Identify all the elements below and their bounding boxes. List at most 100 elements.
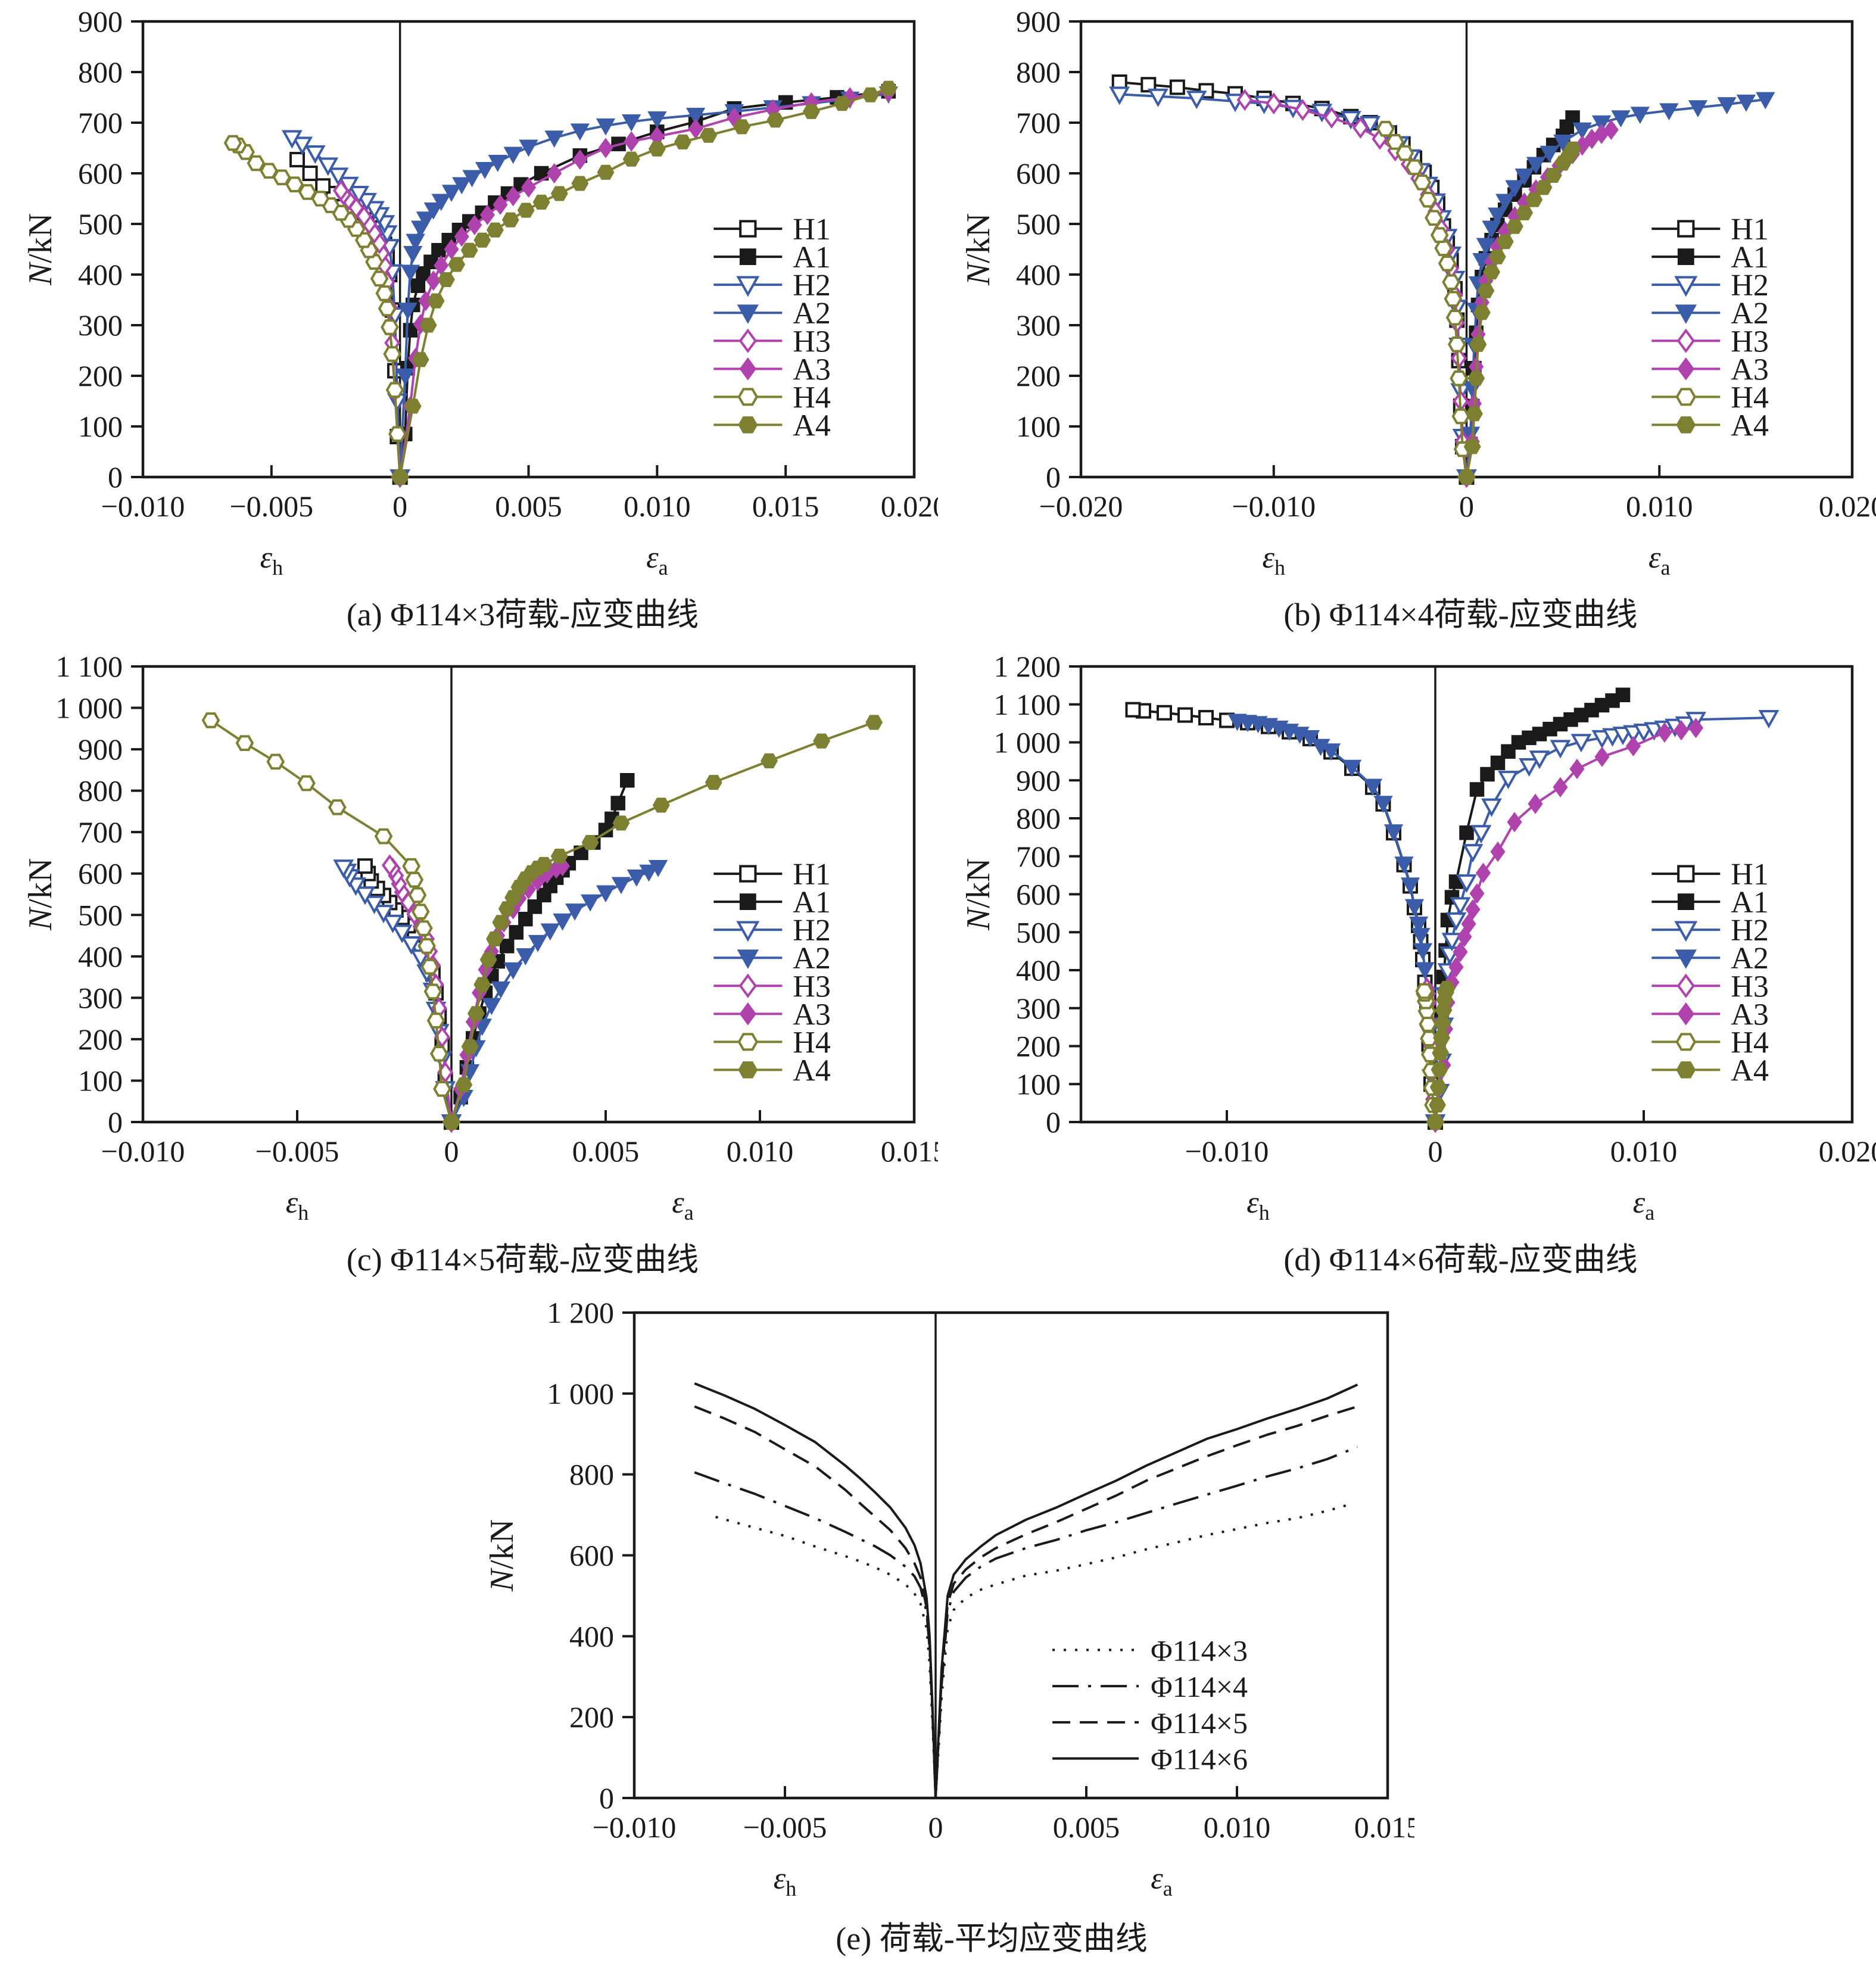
hexagon-open-marker: [1434, 240, 1453, 257]
hexagon-open-marker: [365, 254, 384, 270]
diamond-open-marker: [381, 854, 398, 877]
triangle-filled-marker: [1675, 949, 1697, 969]
y-tick-label: 600: [569, 1539, 614, 1572]
hexagon-filled-marker: [1429, 1079, 1447, 1095]
x-tick-label: 0.015: [1354, 1811, 1414, 1844]
triangle-open-marker: [401, 936, 422, 955]
triangle-open-marker: [364, 895, 385, 914]
square-open-marker: [739, 220, 757, 238]
triangle-filled-marker: [519, 139, 538, 157]
triangle-open-marker: [1148, 88, 1168, 107]
hexagon-open-marker: [388, 426, 407, 443]
triangle-filled-marker: [1373, 796, 1393, 814]
legend-label: A3: [793, 353, 831, 387]
triangle-filled-marker: [452, 177, 472, 195]
hexagon-open-marker: [1415, 983, 1434, 999]
square-filled-marker: [1565, 110, 1580, 125]
triangle-open-marker: [1311, 104, 1333, 123]
diamond-filled-marker: [506, 186, 521, 207]
square-filled-marker: [610, 796, 625, 811]
legend-label: A2: [1731, 942, 1769, 976]
y-tick-label: 1 000: [994, 726, 1061, 759]
triangle-filled-marker: [540, 923, 560, 941]
hexagon-filled-marker: [1477, 283, 1495, 298]
y-tick-label: 0: [1046, 460, 1061, 494]
triangle-open-marker: [1109, 86, 1130, 105]
legend-label: A2: [793, 297, 831, 331]
hexagon-filled-marker: [674, 134, 691, 149]
hexagon-filled-marker: [460, 242, 478, 258]
triangle-filled-marker: [400, 264, 420, 282]
diamond-filled-marker: [1677, 357, 1695, 381]
triangle-filled-marker: [403, 246, 423, 263]
hexagon-filled-marker: [550, 186, 568, 201]
x-tick-label: 0.015: [752, 490, 819, 523]
triangle-filled-marker: [596, 118, 616, 136]
hexagon-open-marker: [385, 382, 404, 398]
triangle-open-marker: [333, 859, 354, 878]
series-H4: [1376, 120, 1476, 485]
hexagon-filled-marker: [597, 164, 615, 180]
y-tick-label: 100: [78, 410, 123, 443]
triangle-filled-marker: [395, 368, 415, 386]
diamond-filled-marker: [1490, 842, 1506, 862]
y-tick-label: 900: [78, 733, 123, 766]
y-tick-label: 600: [1016, 878, 1061, 911]
triangle-open-marker: [328, 167, 349, 186]
hexagon-filled-marker: [766, 113, 784, 128]
hexagon-filled-marker: [612, 815, 630, 831]
y-tick-label: 400: [1016, 954, 1061, 987]
triangle-filled-marker: [1408, 917, 1429, 934]
hexagon-filled-marker: [1473, 305, 1491, 320]
triangle-filled-marker: [737, 949, 759, 969]
y-tick-label: 300: [78, 309, 123, 342]
hexagon-filled-marker: [833, 96, 851, 111]
diamond-filled-marker: [1448, 956, 1464, 978]
legend-label: Φ114×5: [1151, 1706, 1248, 1740]
triangle-open-marker: [1445, 912, 1467, 931]
x-tick-label: −0.010: [593, 1811, 677, 1844]
hexagon-filled-marker: [1564, 141, 1582, 157]
legend-label: H4: [1731, 1026, 1769, 1060]
legend-label: H3: [1731, 325, 1769, 359]
hexagon-filled-marker: [501, 212, 519, 228]
triangle-open-marker: [1470, 825, 1492, 844]
hexagon-open-marker: [375, 285, 394, 301]
hexagon-filled-marker: [738, 416, 758, 434]
hexagon-open-marker: [1405, 159, 1424, 176]
x-axis-label-axial-strain: εa: [1151, 1862, 1173, 1900]
legend-label: H3: [1731, 970, 1769, 1004]
triangle-filled-marker: [1482, 220, 1501, 238]
diamond-filled-marker: [454, 226, 469, 247]
chart-d-caption: (d) Φ114×6荷载-应变曲线: [1283, 1242, 1638, 1278]
triangle-filled-marker: [423, 202, 443, 220]
hexagon-filled-marker: [404, 398, 422, 414]
diamond-filled-marker: [479, 204, 495, 225]
triangle-open-marker: [1462, 844, 1484, 863]
x-tick-label: 0.015: [881, 1135, 938, 1168]
y-tick-label: 600: [78, 157, 123, 190]
triangle-filled-marker: [627, 870, 646, 887]
x-tick-label: −0.010: [101, 1135, 185, 1168]
triangle-open-marker: [1450, 897, 1471, 916]
triangle-open-marker: [317, 157, 339, 176]
hexagon-open-marker: [411, 903, 430, 920]
hexagon-filled-marker: [802, 104, 820, 119]
x-tick-label: 0.020: [881, 490, 938, 523]
triangle-filled-marker: [639, 864, 659, 882]
hexagon-open-marker: [1419, 191, 1438, 208]
y-tick-label: 200: [78, 1023, 123, 1056]
triangle-filled-marker: [462, 170, 482, 188]
triangle-filled-marker: [570, 123, 590, 141]
series-H1: [1125, 702, 1443, 1130]
x-axis-ticks: −0.010 −0.005 0 0.005 0.010 0.015: [593, 1786, 1414, 1844]
y-axis-ticks: 0 100 200 300 400 500 600 700 800 900 1 000 1 100 1 …: [994, 650, 1081, 1139]
axes: [141, 665, 916, 1124]
square-open-marker: [1140, 77, 1157, 93]
y-tick-label: 100: [78, 1064, 123, 1098]
x-tick-label: 0.005: [572, 1135, 640, 1168]
hexagon-filled-marker: [648, 141, 666, 157]
diamond-filled-marker: [467, 214, 482, 235]
